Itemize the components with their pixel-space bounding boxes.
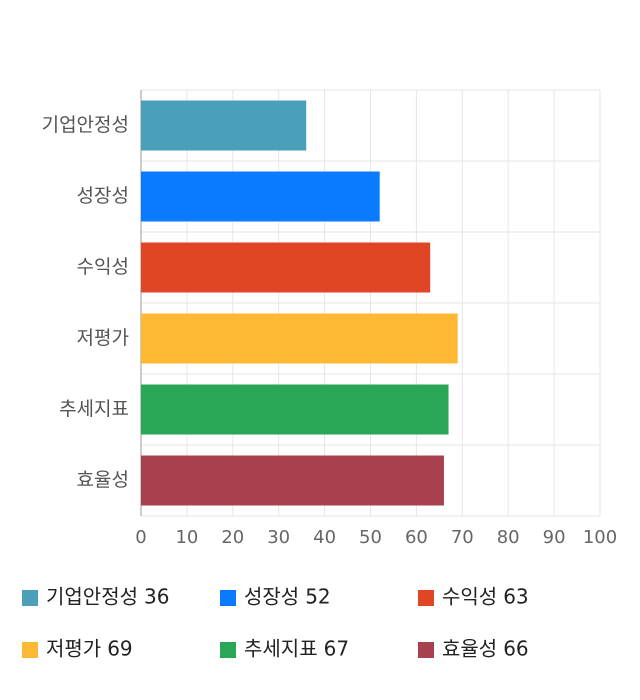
x-tick-label: 10: [175, 527, 198, 548]
legend-value: 36: [144, 585, 169, 609]
x-tick-label: 100: [583, 527, 617, 548]
x-tick-label: 50: [359, 527, 382, 548]
x-tick-label: 0: [135, 527, 146, 548]
y-tick-label: 저평가: [77, 327, 129, 349]
legend-value: 69: [107, 637, 132, 661]
legend-swatch: [220, 642, 236, 658]
x-tick-label: 90: [543, 527, 566, 548]
legend-label: 수익성: [442, 585, 497, 609]
legend-swatch: [418, 590, 434, 606]
bar: [141, 313, 458, 364]
legend-value: 52: [305, 585, 330, 609]
legend-value: 67: [324, 637, 349, 661]
bar: [141, 100, 307, 151]
y-tick-label: 성장성: [77, 185, 129, 207]
x-tick-label: 80: [497, 527, 520, 548]
y-tick-label: 추세지표: [59, 398, 129, 420]
bar: [141, 171, 380, 222]
y-tick-label: 기업안정성: [42, 114, 129, 136]
legend-label: 성장성: [244, 585, 299, 609]
x-tick-label: 40: [313, 527, 336, 548]
y-tick-label: 효율성: [77, 469, 129, 491]
legend-swatch: [22, 590, 38, 606]
legend-label: 기업안정성: [46, 585, 138, 609]
x-tick-label: 30: [267, 527, 290, 548]
legend-value: 63: [503, 585, 528, 609]
legend-label: 효율성: [442, 637, 497, 661]
legend-value: 66: [503, 637, 528, 661]
legend-swatch: [220, 590, 236, 606]
legend-label: 추세지표: [244, 637, 318, 661]
bar: [141, 455, 444, 506]
x-tick-label: 60: [405, 527, 428, 548]
bar: [141, 384, 449, 435]
legend-label: 저평가: [46, 637, 101, 661]
y-tick-label: 수익성: [77, 256, 129, 278]
x-tick-label: 20: [221, 527, 244, 548]
x-tick-label: 70: [451, 527, 474, 548]
bar: [141, 242, 431, 293]
legend-swatch: [418, 642, 434, 658]
legend-swatch: [22, 642, 38, 658]
